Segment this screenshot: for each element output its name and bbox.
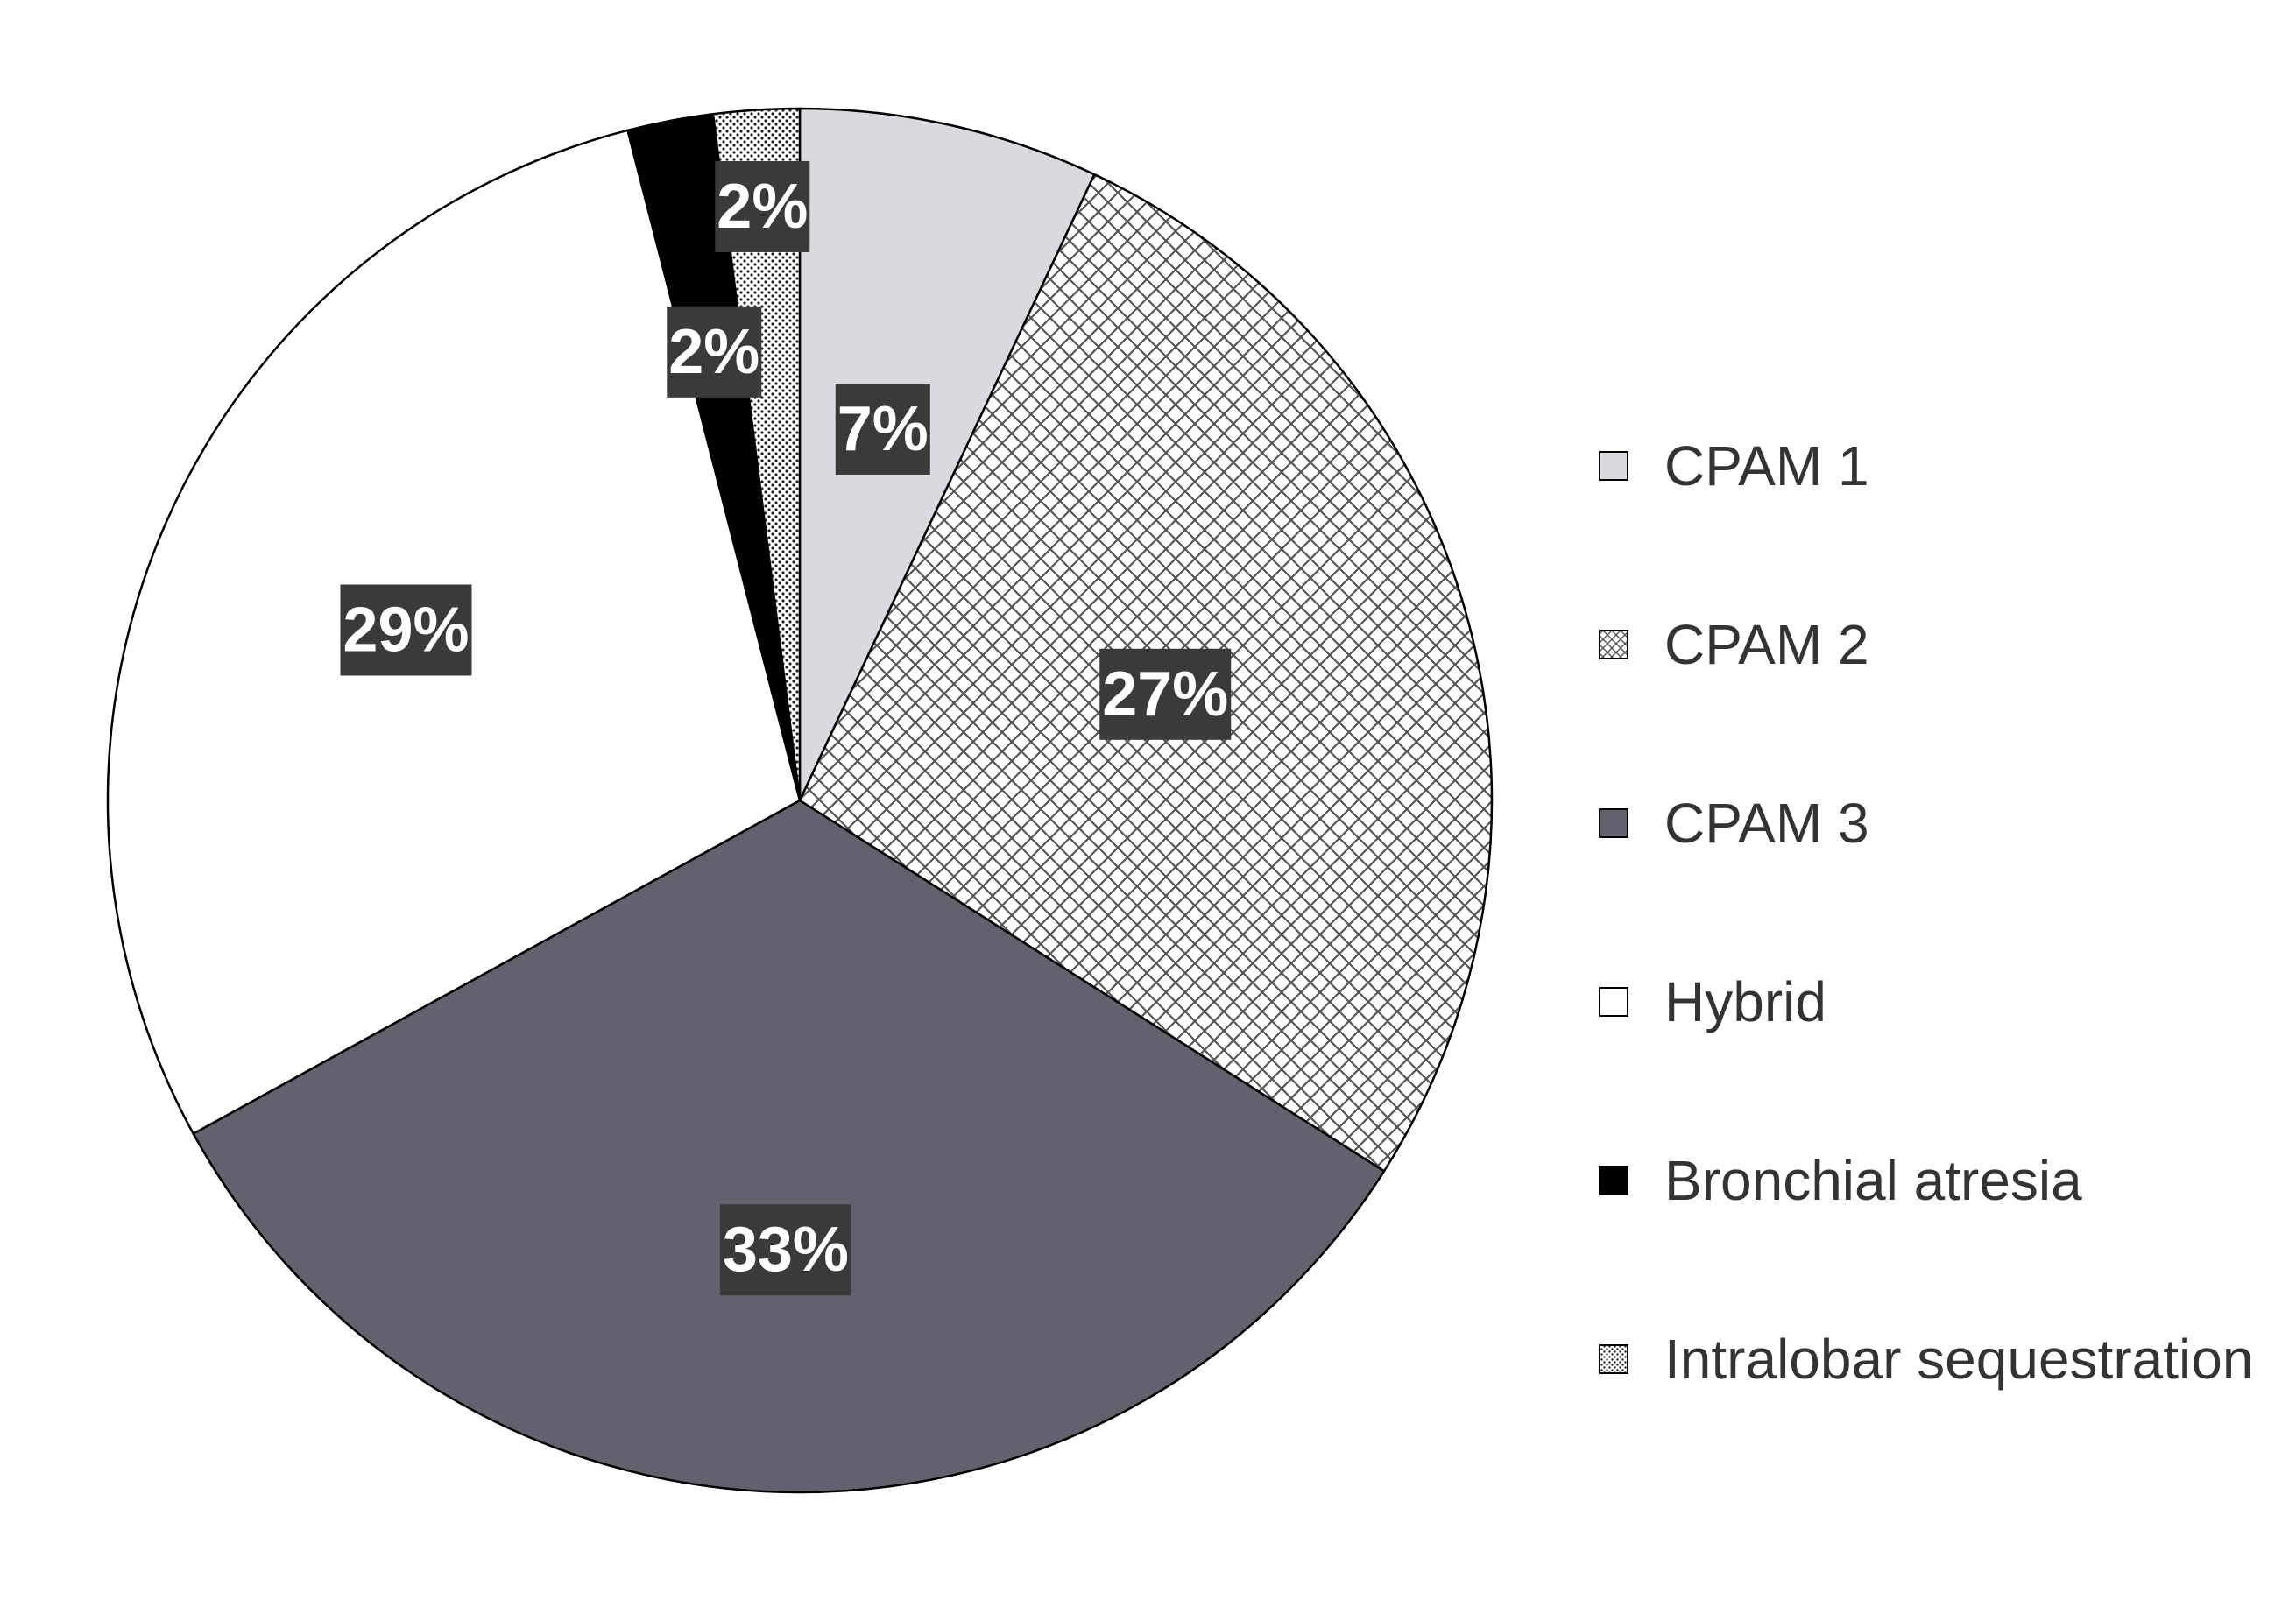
pie-slice-cpam-1 [798,107,1097,801]
data-label-box [719,1204,851,1296]
data-label-text: 29% [343,595,469,665]
legend-label: Hybrid [1664,970,1826,1033]
legend-label: CPAM 1 [1664,434,1869,497]
data-label-cpam-1: 7% [835,383,930,475]
data-label-intralobar-sequestration: 2% [715,160,810,252]
pie-slice-cpam-3 [192,799,1386,1494]
data-label-text: 27% [1102,659,1228,730]
data-label-bronchial-atresia: 2% [667,306,762,398]
legend-swatch [1599,1344,1628,1374]
data-label-cpam-2: 27% [1099,648,1232,740]
data-label-box [1099,648,1232,740]
legend-swatch [1599,808,1628,838]
legend-label: CPAM 3 [1664,792,1869,855]
legend-swatch [1599,987,1628,1017]
data-label-hybrid: 29% [340,584,472,676]
legend-item-hybrid: Hybrid [1599,970,1826,1033]
legend-swatch [1599,451,1628,481]
data-label-text: 33% [723,1215,849,1285]
pie-slice-intralobar-sequestration [711,107,802,801]
data-label-box [715,160,810,252]
pie-data-labels: 7% 27% 33% 29% 2% 2% [340,160,1232,1296]
legend-item-cpam-1: CPAM 1 [1599,434,1869,497]
legend-label: CPAM 2 [1664,613,1869,676]
data-label-cpam-3: 33% [719,1204,851,1296]
data-label-text: 2% [668,317,759,387]
legend-label: Intralobar sequestration [1664,1328,2253,1391]
legend-swatch [1599,1166,1628,1195]
data-label-box [667,306,762,398]
data-label-text: 7% [837,394,929,464]
legend-item-cpam-3: CPAM 3 [1599,792,1869,855]
legend-swatch [1599,630,1628,659]
legend-label: Bronchial atresia [1664,1149,2082,1212]
legend-item-cpam-2: CPAM 2 [1599,613,1869,676]
legend-item-bronchial-atresia: Bronchial atresia [1599,1149,2082,1212]
data-label-text: 2% [717,172,808,242]
legend: CPAM 1 CPAM 2 CPAM 3 Hybrid Bronchial atresi… [1599,434,2253,1391]
data-label-box [340,584,472,676]
data-label-box [835,383,930,475]
legend-item-intralobar-sequestration: Intralobar sequestration [1599,1328,2253,1391]
